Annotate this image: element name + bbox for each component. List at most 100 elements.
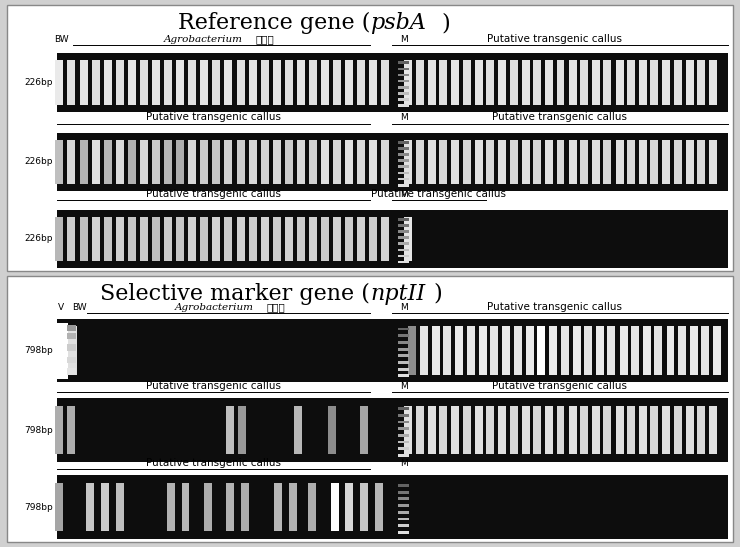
Bar: [226, 406, 234, 455]
Bar: [568, 140, 576, 184]
Bar: [462, 60, 471, 104]
Text: 226bp: 226bp: [24, 78, 53, 87]
Bar: [398, 361, 408, 364]
Bar: [398, 147, 408, 150]
Bar: [237, 60, 244, 104]
Bar: [545, 406, 553, 455]
Bar: [398, 80, 408, 83]
Bar: [619, 327, 628, 375]
Bar: [514, 327, 522, 375]
Bar: [398, 328, 408, 330]
Bar: [128, 217, 136, 261]
Bar: [420, 327, 428, 375]
Bar: [164, 140, 172, 184]
Bar: [428, 60, 436, 104]
Bar: [140, 217, 148, 261]
Bar: [522, 60, 530, 104]
Bar: [556, 406, 565, 455]
Bar: [357, 217, 366, 261]
Bar: [331, 483, 339, 531]
Bar: [226, 483, 234, 531]
Bar: [498, 60, 506, 104]
Text: Putative transgenic callus: Putative transgenic callus: [146, 189, 281, 199]
Bar: [309, 140, 317, 184]
Bar: [152, 140, 160, 184]
Bar: [686, 140, 694, 184]
Bar: [260, 217, 269, 261]
Bar: [474, 140, 482, 184]
Text: M: M: [400, 35, 408, 44]
Bar: [474, 60, 482, 104]
Bar: [404, 60, 412, 104]
Bar: [274, 483, 282, 531]
Bar: [152, 60, 160, 104]
Bar: [398, 454, 408, 457]
Text: M: M: [400, 113, 408, 122]
Bar: [67, 368, 75, 375]
Bar: [686, 60, 694, 104]
Bar: [398, 421, 408, 423]
Bar: [627, 406, 635, 455]
Bar: [285, 140, 293, 184]
Bar: [67, 357, 75, 363]
Bar: [545, 140, 553, 184]
Text: Reference gene (: Reference gene (: [178, 12, 370, 34]
Bar: [67, 344, 75, 351]
Bar: [357, 60, 366, 104]
Text: 226bp: 226bp: [24, 158, 53, 166]
Bar: [260, 140, 269, 184]
Bar: [525, 327, 534, 375]
Bar: [360, 406, 368, 455]
Bar: [164, 217, 172, 261]
Bar: [603, 60, 611, 104]
Bar: [321, 140, 329, 184]
Bar: [580, 60, 588, 104]
Text: ): ): [441, 12, 450, 34]
Bar: [556, 60, 565, 104]
Bar: [308, 483, 316, 531]
Bar: [164, 60, 172, 104]
Bar: [104, 140, 112, 184]
Bar: [115, 140, 124, 184]
Bar: [654, 327, 662, 375]
Bar: [249, 217, 257, 261]
Bar: [381, 60, 389, 104]
Bar: [643, 327, 651, 375]
Bar: [201, 140, 208, 184]
Bar: [333, 217, 341, 261]
Bar: [285, 217, 293, 261]
Bar: [533, 140, 541, 184]
Bar: [686, 406, 694, 455]
Bar: [592, 406, 600, 455]
Bar: [560, 327, 568, 375]
Bar: [398, 67, 408, 70]
Bar: [369, 140, 377, 184]
Bar: [416, 60, 423, 104]
Bar: [398, 531, 408, 534]
Bar: [398, 334, 408, 337]
Bar: [398, 230, 408, 233]
Bar: [533, 60, 541, 104]
Bar: [128, 140, 136, 184]
Bar: [101, 483, 109, 531]
Bar: [92, 217, 100, 261]
Bar: [237, 217, 244, 261]
Bar: [55, 483, 63, 531]
Bar: [80, 60, 87, 104]
Bar: [702, 327, 710, 375]
Bar: [398, 86, 408, 89]
Bar: [115, 217, 124, 261]
Bar: [357, 140, 366, 184]
Bar: [667, 327, 674, 375]
Bar: [662, 60, 670, 104]
Bar: [398, 374, 408, 377]
Bar: [321, 60, 329, 104]
Bar: [224, 60, 232, 104]
Bar: [181, 483, 189, 531]
Bar: [428, 140, 436, 184]
Text: 미접종: 미접종: [266, 302, 285, 312]
Bar: [398, 427, 408, 430]
Bar: [639, 60, 647, 104]
Bar: [451, 406, 459, 455]
Bar: [479, 327, 487, 375]
